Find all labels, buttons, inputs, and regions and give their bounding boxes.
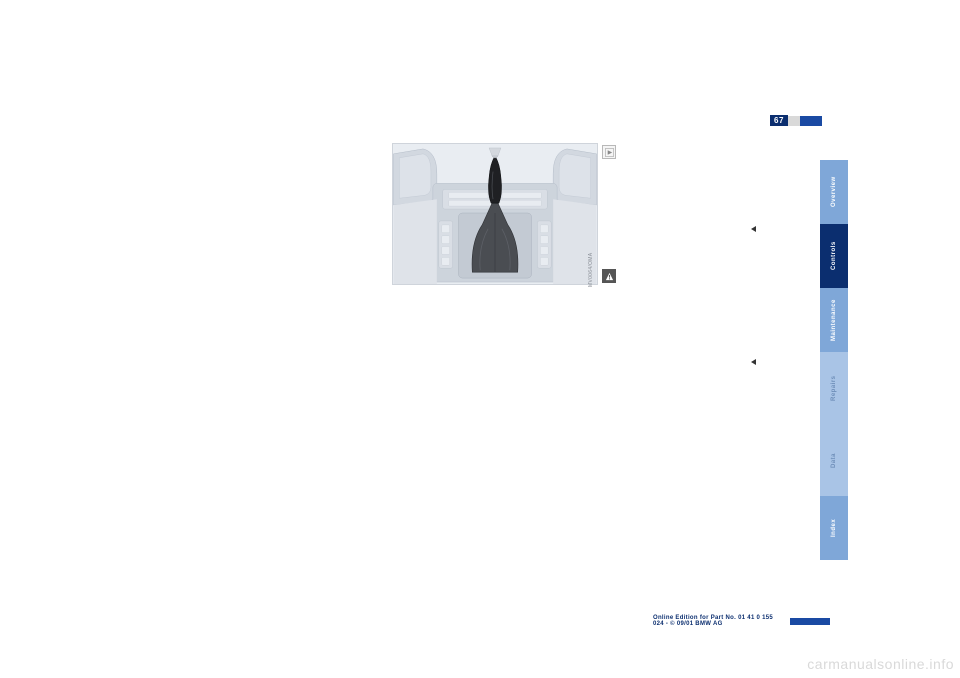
page-number-blue-bar [800,116,822,126]
play-icon [605,148,614,157]
gearshift-illustration [393,144,597,284]
footer-strip: Online Edition for Part No. 01 41 0 155 … [653,615,830,627]
gearshift-figure [392,143,598,285]
tab-repairs[interactable]: Repairs [820,352,848,424]
page-number: 67 [770,115,788,126]
page-number-strip: 67 [770,115,822,126]
tab-overview[interactable]: Overview [820,160,848,224]
footer-text: Online Edition for Part No. 01 41 0 155 … [653,615,786,627]
tab-data[interactable]: Data [820,424,848,496]
footer-blue-bar [790,618,830,625]
figure-credit: MV0064/OMA [588,253,594,287]
section-tabs: OverviewControlsMaintenanceRepairsDataIn… [820,160,848,560]
tab-controls[interactable]: Controls [820,224,848,288]
tab-index[interactable]: Index [820,496,848,560]
manual-page: 67 [130,115,830,625]
tab-maintenance[interactable]: Maintenance [820,288,848,352]
watermark: carmanualsonline.info [807,656,954,672]
page-number-gray-block [788,116,800,126]
paragraph-marker [751,359,756,365]
paragraph-marker [751,226,756,232]
warning-badge [602,269,616,283]
warning-icon [605,272,614,281]
media-badge [602,145,616,159]
